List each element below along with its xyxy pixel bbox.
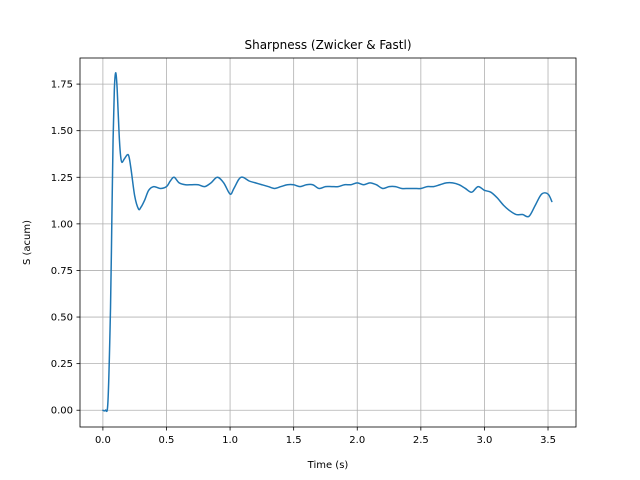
x-tick-label: 1.0	[222, 435, 238, 446]
y-tick-label: 0.00	[51, 406, 73, 417]
plot-frame	[79, 57, 577, 428]
y-tick-label: 1.75	[51, 80, 73, 91]
x-tick-label: 0.5	[159, 435, 175, 446]
y-tick-label: 1.50	[51, 126, 73, 137]
y-tick-label: 0.50	[51, 313, 73, 324]
x-tick-label: 0.0	[95, 435, 111, 446]
chart-title: Sharpness (Zwicker & Fastl)	[244, 38, 411, 52]
y-tick-label: 0.75	[51, 266, 73, 277]
x-tick-label: 2.0	[349, 435, 365, 446]
y-axis-title: S (acum)	[22, 220, 33, 265]
y-tick-label: 0.25	[51, 359, 73, 370]
grid-layer	[80, 58, 576, 427]
x-axis-title: Time (s)	[307, 460, 349, 471]
x-tick-label: 2.5	[413, 435, 429, 446]
y-tick-label: 1.00	[51, 219, 73, 230]
plot-area	[80, 58, 576, 427]
sharpness-series-line	[102, 72, 553, 413]
x-tick-label: 3.5	[540, 435, 556, 446]
y-tick-label: 1.25	[51, 173, 73, 184]
tick-layer: 0.0 0.5 1.0 1.5 2.0 2.5 3.0 3.5 0.00 0.25 0.50 0.75…	[51, 80, 556, 446]
series-layer	[102, 72, 553, 413]
x-tick-label: 3.0	[476, 435, 492, 446]
x-tick-label: 1.5	[286, 435, 302, 446]
